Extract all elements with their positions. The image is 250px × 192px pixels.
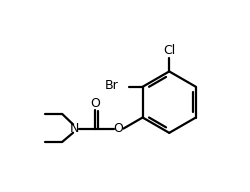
Text: Cl: Cl: [163, 44, 175, 57]
Text: O: O: [113, 122, 123, 135]
Text: O: O: [90, 97, 100, 110]
Text: Br: Br: [104, 79, 118, 92]
Text: N: N: [70, 122, 79, 135]
